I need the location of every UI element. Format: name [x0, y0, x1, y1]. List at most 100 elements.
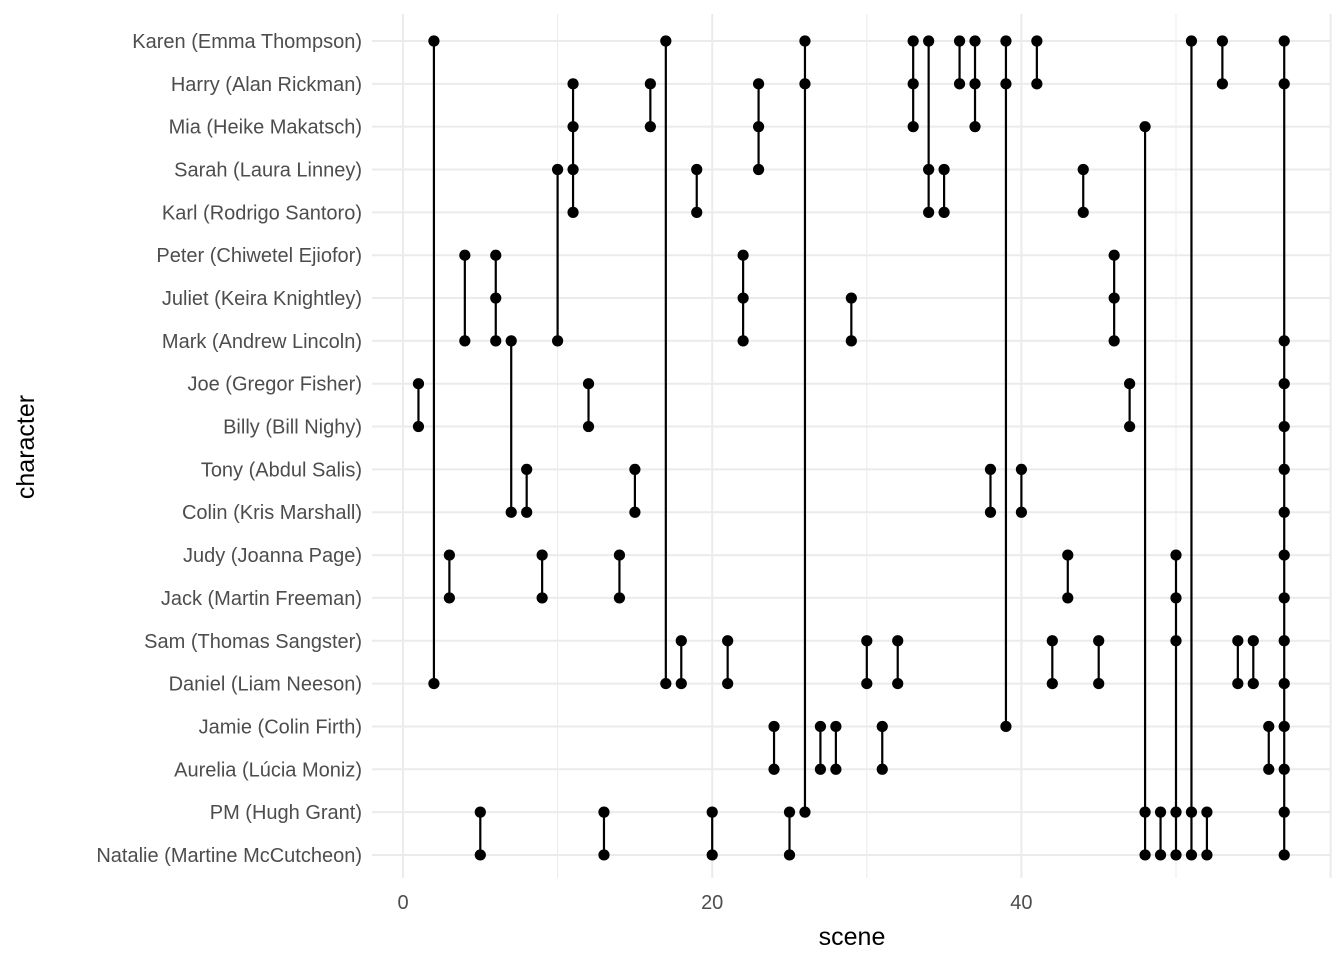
scene-point [1139, 849, 1151, 861]
scene-point [814, 720, 827, 733]
scene-point [737, 335, 749, 347]
scene-point [521, 463, 533, 475]
x-tick-labels: 0 20 40 [397, 892, 1032, 914]
scene-40 [1015, 463, 1027, 518]
scene-point [1093, 635, 1105, 647]
scene-point [660, 678, 672, 690]
scene-point [1093, 678, 1105, 690]
scene-point [1278, 720, 1290, 733]
scene-point [799, 806, 811, 818]
scene-25 [783, 806, 796, 861]
scene-24 [768, 720, 780, 775]
scene-point [768, 763, 780, 775]
scene-point [845, 335, 857, 347]
scene-point [799, 78, 811, 90]
scene-point [629, 506, 641, 518]
scene-37 [969, 35, 981, 133]
scene-point [567, 121, 579, 133]
y-tick-label: Tony (Abdul Salis) [201, 459, 362, 481]
scene-point [1263, 763, 1275, 775]
scene-point [613, 549, 626, 561]
scene-point [428, 35, 440, 47]
scene-point [1000, 78, 1012, 90]
scene-43 [1062, 549, 1074, 604]
scene-35 [938, 163, 950, 218]
scene-5 [474, 806, 486, 861]
scene-point [892, 678, 904, 690]
scene-point [629, 463, 641, 475]
scene-point [923, 163, 935, 176]
scene-point [505, 335, 517, 347]
scene-14 [613, 549, 626, 604]
scene-16 [644, 78, 656, 133]
scene-point [567, 78, 579, 90]
scene-point [1077, 163, 1089, 176]
x-tick-label: 40 [1010, 892, 1032, 914]
scene-point [861, 678, 873, 690]
scene-point [1247, 678, 1259, 690]
scene-point [1031, 35, 1043, 47]
y-tick-label: Karen (Emma Thompson) [132, 31, 362, 53]
scene-point [984, 506, 997, 518]
scene-point [953, 35, 966, 47]
scene-36 [953, 35, 966, 90]
scene-point [1216, 35, 1228, 47]
scene-point [1201, 806, 1213, 818]
y-tick-label: Juliet (Keira Knightley) [162, 288, 362, 310]
scene-point [1000, 720, 1012, 733]
scene-point [969, 78, 981, 90]
scene-point [1278, 335, 1290, 347]
scene-point [521, 506, 533, 518]
scene-41 [1031, 35, 1043, 90]
scene-point [490, 335, 502, 347]
scene-point [706, 806, 718, 818]
scene-23 [752, 78, 765, 176]
scene-point [1247, 635, 1259, 647]
y-tick-label: Mark (Andrew Lincoln) [162, 331, 362, 353]
scene-51 [1185, 35, 1198, 861]
scene-point [969, 35, 981, 47]
scene-point [412, 420, 425, 433]
scene-point [505, 506, 517, 518]
scene-point [1046, 635, 1058, 647]
scene-point [737, 292, 749, 304]
scene-point [474, 849, 486, 861]
scene-point [892, 635, 904, 647]
scene-32 [892, 635, 904, 690]
scene-19 [691, 163, 703, 218]
scene-point [1278, 592, 1290, 604]
scene-point [660, 35, 672, 47]
scene-9 [536, 549, 548, 604]
scene-point [598, 849, 610, 861]
scene-1 [412, 378, 425, 433]
y-tick-label: Peter (Chiwetel Ejiofor) [156, 245, 362, 267]
scene-point [567, 206, 579, 218]
scene-point [706, 849, 718, 861]
scene-point [1232, 678, 1244, 690]
scene-54 [1232, 635, 1244, 690]
scene-point [1077, 206, 1089, 218]
y-tick-label: Jamie (Colin Firth) [199, 716, 362, 738]
scene-point [428, 678, 440, 690]
scene-point [459, 335, 471, 347]
scene-39 [1000, 35, 1012, 733]
scene-point [722, 678, 734, 690]
y-tick-label: PM (Hugh Grant) [210, 802, 362, 824]
scene-point [1015, 463, 1027, 475]
scene-point [1046, 678, 1058, 690]
scene-point [845, 292, 857, 304]
scene-48 [1139, 121, 1151, 861]
scene-11 [567, 78, 579, 218]
scene-point [1000, 35, 1012, 47]
scene-44 [1077, 163, 1089, 218]
scene-4 [459, 249, 471, 347]
scene-point [1062, 549, 1074, 561]
scene-point [567, 163, 579, 176]
scene-point [1154, 806, 1167, 818]
scene-56 [1263, 720, 1275, 775]
scene-point [1139, 121, 1151, 133]
scene-31 [876, 720, 888, 775]
scene-point [830, 763, 842, 775]
y-tick-label: Sam (Thomas Sangster) [144, 631, 362, 653]
